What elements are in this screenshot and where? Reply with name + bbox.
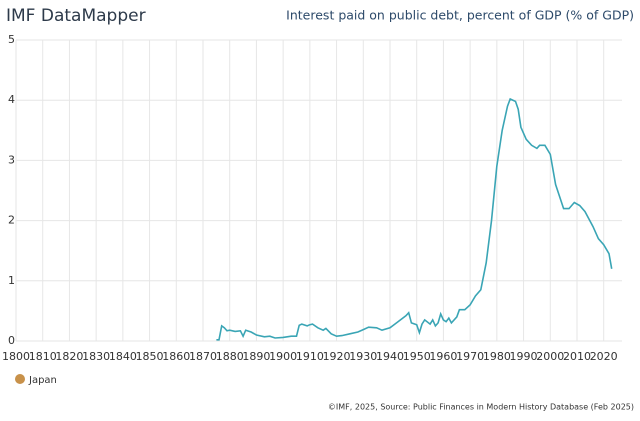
x-tick-label: 1970 [456, 350, 484, 363]
x-tick-label: 1850 [136, 350, 164, 363]
legend-label: Japan [28, 375, 57, 386]
y-tick-label: 2 [8, 214, 15, 227]
x-tick-label: 1950 [403, 350, 431, 363]
x-tick-label: 1930 [349, 350, 377, 363]
x-tick-label: 1990 [510, 350, 538, 363]
x-tick-label: 1860 [162, 350, 190, 363]
chart-subtitle: Interest paid on public debt, percent of… [286, 8, 634, 23]
x-tick-label: 1910 [296, 350, 324, 363]
y-tick-label: 3 [8, 153, 15, 166]
x-tick-label: 1900 [269, 350, 297, 363]
x-tick-label: 1940 [376, 350, 404, 363]
legend-marker [15, 374, 25, 384]
x-tick-label: 1980 [483, 350, 511, 363]
x-tick-label: 1870 [189, 350, 217, 363]
data-line [216, 97, 613, 341]
x-tick-label: 1800 [2, 350, 30, 363]
y-tick-label: 0 [8, 334, 15, 347]
x-tick-label: 2000 [536, 350, 564, 363]
x-tick-label: 2010 [563, 350, 591, 363]
y-tick-label: 4 [8, 93, 15, 106]
x-tick-label: 2020 [590, 350, 618, 363]
x-tick-label: 1890 [242, 350, 270, 363]
x-tick-label: 1830 [82, 350, 110, 363]
x-tick-label: 1810 [29, 350, 57, 363]
x-tick-label: 1920 [323, 350, 351, 363]
x-tick-label: 1960 [429, 350, 457, 363]
chart-title: IMF DataMapper [6, 6, 146, 26]
x-tick-label: 1820 [55, 350, 83, 363]
x-tick-label: 1880 [216, 350, 244, 363]
source: ©IMF, 2025, Source: Public Finances in M… [328, 403, 634, 412]
y-tick-label: 1 [8, 274, 15, 287]
x-tick-label: 1840 [109, 350, 137, 363]
y-tick-label: 5 [8, 33, 15, 46]
